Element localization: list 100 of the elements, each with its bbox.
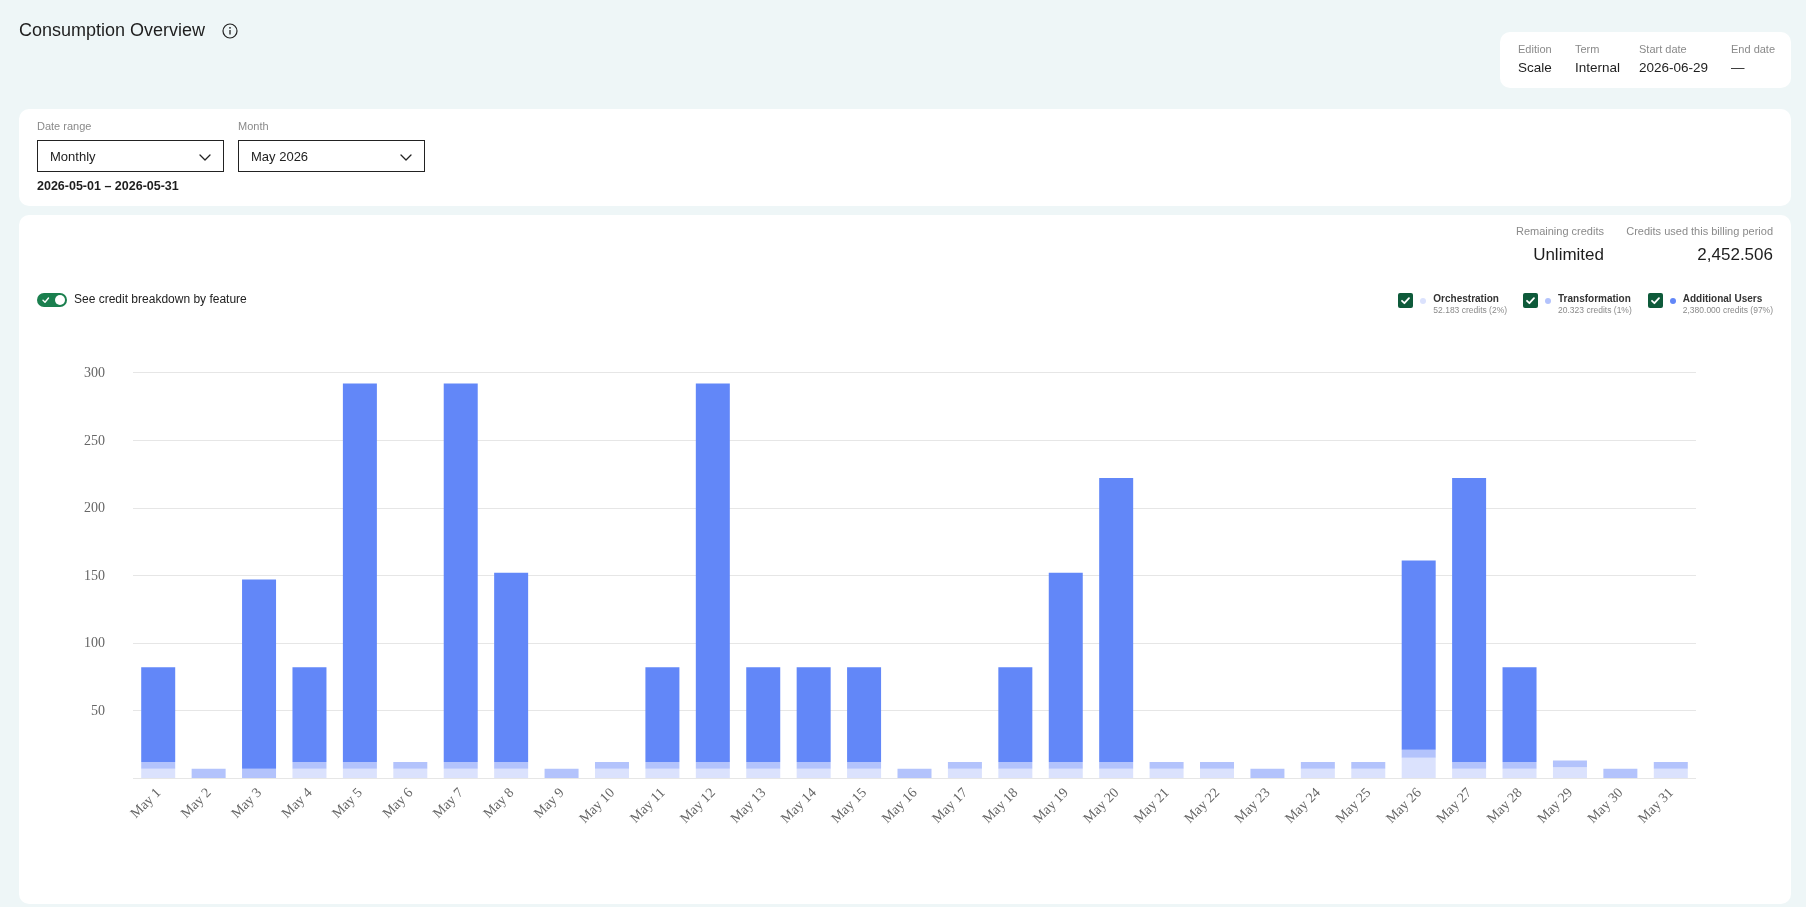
text: Month <box>238 120 269 132</box>
text: 2026-05-01 – 2026-05-31 <box>37 179 179 193</box>
x-tick-label: May 14 <box>777 784 819 826</box>
text: Edition <box>1518 43 1552 55</box>
bar <box>695 383 730 762</box>
bar <box>897 768 932 779</box>
text: 2026-06-29 <box>1639 60 1709 75</box>
dropdown-field: Monthly <box>37 140 224 172</box>
bar <box>242 768 277 779</box>
bar <box>443 768 478 779</box>
bar <box>1452 761 1487 769</box>
x-tick-label: May 16 <box>878 784 920 826</box>
text: 2,452.506 <box>1696 245 1773 265</box>
bar <box>1401 749 1436 758</box>
bar <box>796 667 831 762</box>
text: Internal <box>1575 60 1621 75</box>
bar <box>1200 768 1235 779</box>
bar <box>292 768 327 779</box>
x-tick-label: May 31 <box>1634 784 1677 826</box>
x-tick-label: May 1 <box>127 784 164 821</box>
bar <box>695 768 730 779</box>
x-tick-label: May 12 <box>677 784 719 826</box>
bar <box>1149 768 1184 779</box>
y-tick-label: 300 <box>84 365 105 381</box>
bar <box>443 383 478 762</box>
chart-title: Consumption Overview <box>19 20 206 41</box>
x-tick-label: May 5 <box>329 784 366 821</box>
x-tick-label: May 21 <box>1130 784 1172 826</box>
bar <box>1452 768 1487 779</box>
text: 2,380.000 credits (97%) <box>1682 305 1773 316</box>
bar <box>594 768 629 779</box>
x-tick-label: May 18 <box>979 784 1021 826</box>
x-tick-label: May 8 <box>480 784 517 821</box>
text: Scale <box>1518 60 1552 75</box>
text: End date <box>1731 43 1776 55</box>
y-tick-label: 50 <box>91 703 105 719</box>
bar <box>342 383 377 762</box>
bar <box>1401 560 1436 750</box>
bar <box>998 768 1033 779</box>
bar <box>645 768 680 779</box>
text: Remaining credits <box>1515 225 1604 237</box>
text: Unlimited <box>1532 245 1604 265</box>
bar <box>1048 572 1083 762</box>
y-tick-label: 200 <box>84 500 105 516</box>
bar <box>494 572 529 762</box>
bar <box>443 761 478 769</box>
bar <box>1351 761 1386 769</box>
bar <box>1351 768 1386 779</box>
bar <box>796 768 831 779</box>
bar <box>292 761 327 769</box>
dropdown-field: May 2026 <box>238 140 425 172</box>
legend-label: Additional Users <box>1682 293 1764 305</box>
bar <box>746 768 781 779</box>
text: 52.183 credits (2%) <box>1433 305 1508 316</box>
bar <box>1300 768 1335 779</box>
x-tick-label: May 30 <box>1584 784 1626 826</box>
bar <box>544 768 579 779</box>
x-tick-label: May 29 <box>1534 784 1576 826</box>
bar <box>1300 761 1335 769</box>
bar <box>1099 768 1134 779</box>
bar <box>141 667 176 762</box>
x-tick-label: May 2 <box>177 784 214 821</box>
legend-label: Transformation <box>1558 293 1632 305</box>
text: Credits used this billing period <box>1626 225 1773 237</box>
bar <box>1200 761 1235 769</box>
bar <box>998 667 1033 762</box>
bar <box>191 768 226 779</box>
x-tick-label: May 19 <box>1029 784 1072 826</box>
x-tick-label: May 3 <box>228 784 265 821</box>
x-tick-label: May 26 <box>1382 784 1424 826</box>
y-tick-label: 250 <box>84 432 105 448</box>
bar <box>141 761 176 769</box>
x-tick-label: May 28 <box>1483 784 1525 826</box>
bar <box>847 667 882 762</box>
bar <box>695 761 730 769</box>
y-tick-label: 100 <box>84 635 105 651</box>
bar <box>1552 767 1587 779</box>
text: Date range <box>37 120 92 132</box>
text: See credit breakdown by feature <box>74 292 247 306</box>
bar <box>393 761 428 769</box>
bar <box>342 768 377 779</box>
bar <box>847 768 882 779</box>
x-tick-label: May 24 <box>1282 784 1324 826</box>
bar <box>1653 761 1688 769</box>
bar <box>847 761 882 769</box>
bar <box>998 761 1033 769</box>
bar <box>645 761 680 769</box>
text: 20.323 credits (1%) <box>1558 305 1632 316</box>
legend-label: Orchestration <box>1433 293 1500 305</box>
bar <box>494 768 529 779</box>
x-tick-label: May 7 <box>429 784 467 821</box>
bar <box>342 761 377 769</box>
bar <box>494 761 529 769</box>
bar <box>1099 761 1134 769</box>
x-tick-label: May 11 <box>626 784 668 826</box>
bar <box>1149 761 1184 769</box>
x-tick-label: May 9 <box>530 784 567 821</box>
x-tick-label: May 27 <box>1433 784 1475 826</box>
text: Term <box>1575 43 1600 55</box>
bar <box>1250 768 1285 779</box>
